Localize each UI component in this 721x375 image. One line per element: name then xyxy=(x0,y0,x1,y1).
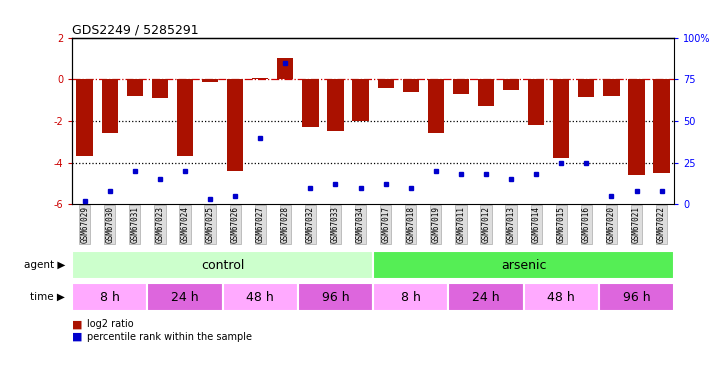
Bar xyxy=(503,79,519,90)
Bar xyxy=(523,283,599,311)
Bar xyxy=(578,79,595,97)
Bar xyxy=(277,58,293,79)
Text: 24 h: 24 h xyxy=(472,291,500,304)
Text: 96 h: 96 h xyxy=(623,291,650,304)
Bar xyxy=(72,283,147,311)
Bar xyxy=(378,79,394,88)
Bar xyxy=(553,79,570,159)
Bar xyxy=(448,283,523,311)
Bar xyxy=(453,79,469,94)
Bar xyxy=(151,79,168,98)
Bar xyxy=(353,79,368,121)
Bar xyxy=(428,79,444,134)
Text: 8 h: 8 h xyxy=(401,291,420,304)
Bar xyxy=(327,79,344,131)
Bar xyxy=(653,79,670,173)
Text: arsenic: arsenic xyxy=(501,259,547,272)
Bar xyxy=(127,79,143,96)
Text: control: control xyxy=(201,259,244,272)
Text: percentile rank within the sample: percentile rank within the sample xyxy=(87,332,252,342)
Bar xyxy=(76,79,93,156)
Bar xyxy=(298,283,373,311)
Bar xyxy=(528,79,544,125)
Text: GDS2249 / 5285291: GDS2249 / 5285291 xyxy=(72,23,199,36)
Text: time ▶: time ▶ xyxy=(30,292,65,302)
Bar xyxy=(478,79,494,106)
Bar xyxy=(147,283,223,311)
Bar xyxy=(202,79,218,82)
Text: 8 h: 8 h xyxy=(99,291,120,304)
Text: 96 h: 96 h xyxy=(322,291,349,304)
Bar xyxy=(373,283,448,311)
Bar xyxy=(599,283,674,311)
Bar xyxy=(102,79,118,134)
Bar xyxy=(402,79,419,92)
Text: ■: ■ xyxy=(72,332,83,342)
Bar xyxy=(227,79,243,171)
Bar xyxy=(223,283,298,311)
Text: 48 h: 48 h xyxy=(547,291,575,304)
Bar xyxy=(302,79,319,127)
Bar xyxy=(72,251,373,279)
Text: log2 ratio: log2 ratio xyxy=(87,320,133,329)
Bar xyxy=(252,78,268,79)
Text: 24 h: 24 h xyxy=(171,291,199,304)
Text: ■: ■ xyxy=(72,320,83,329)
Bar xyxy=(373,251,674,279)
Text: agent ▶: agent ▶ xyxy=(24,260,65,270)
Bar xyxy=(603,79,619,96)
Bar xyxy=(629,79,645,175)
Text: 48 h: 48 h xyxy=(247,291,274,304)
Bar xyxy=(177,79,193,156)
